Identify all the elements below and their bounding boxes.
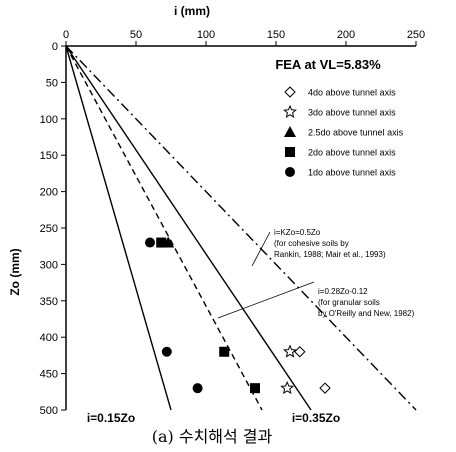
x-tick-label: 50 — [130, 29, 142, 41]
x-tick-label: 0 — [63, 29, 69, 41]
y-tick-label: 0 — [52, 41, 58, 53]
y-tick-label: 100 — [40, 114, 58, 126]
data-point — [161, 346, 172, 357]
data-point — [156, 237, 167, 248]
chart-title: FEA at VL=5.83% — [275, 57, 381, 72]
x-tick-label: 200 — [337, 29, 355, 41]
annotation-text: i=0.28Zo-0.12 — [318, 287, 368, 296]
annotation-text: (for cohesive soils by — [274, 239, 349, 248]
legend-label: 1do above tunnel axis — [308, 168, 396, 178]
data-point — [294, 346, 306, 358]
y-tick-label: 350 — [40, 296, 58, 308]
y-axis-label: Zo (mm) — [8, 248, 22, 295]
axes: 0 50 100 150 200 250 0 50 100 150 200 250 300 350 400 4… — [40, 29, 426, 417]
data-point — [250, 383, 260, 394]
data-point — [145, 237, 155, 248]
data-point — [319, 382, 331, 394]
x-tick-label: 250 — [407, 29, 425, 41]
legend-label: 2.5do above tunnel axis — [308, 128, 404, 138]
y-tick-label: 400 — [40, 332, 58, 344]
y-tick-label: 50 — [46, 77, 58, 89]
y-tick-label: 300 — [40, 259, 58, 271]
y-tick-label: 250 — [40, 223, 58, 235]
annotation-leader-line — [217, 281, 315, 319]
annotation-text: i=KZo=0.5Zo — [274, 228, 321, 237]
legend-marker — [284, 86, 296, 98]
data-point — [192, 383, 203, 394]
reference-line-label: i=0.15Zo — [87, 411, 135, 425]
reference-lines: i=0.15Zo i=0.35Zo — [65, 45, 417, 425]
y-tick-label: 500 — [40, 405, 58, 417]
annotation-text: by O'Reilly and New, 1982) — [318, 309, 415, 318]
reference-line-label: i=0.35Zo — [292, 411, 340, 425]
annotation-leader-line — [251, 231, 271, 267]
y-tick-label: 450 — [40, 369, 58, 381]
data-points — [145, 236, 331, 395]
figure-caption: (a) 수치해석 결과 — [152, 427, 273, 446]
legend-marker — [285, 147, 295, 157]
x-tick-label: 100 — [197, 29, 215, 41]
reference-line — [65, 45, 312, 411]
x-tick-label: 150 — [267, 29, 285, 41]
legend-label: 4do above tunnel axis — [308, 88, 396, 98]
annotations: i=KZo=0.5Zo (for cohesive soils by Rankin,… — [217, 228, 415, 319]
data-point — [219, 346, 230, 357]
legend-label: 2do above tunnel axis — [308, 148, 396, 158]
annotation-text: Rankin, 1988; Mair et al., 1993) — [274, 250, 386, 259]
y-tick-label: 200 — [40, 187, 58, 199]
reference-line — [65, 45, 172, 411]
legend-marker — [283, 104, 297, 118]
data-point — [280, 380, 295, 395]
reference-line — [65, 45, 417, 411]
annotation-text: (for granular soils — [318, 298, 380, 307]
legend-marker — [284, 126, 296, 137]
reference-line — [65, 45, 263, 411]
legend: 4do above tunnel axis 3do above tunnel ax… — [283, 86, 404, 178]
y-tick-label: 150 — [40, 150, 58, 162]
legend-label: 3do above tunnel axis — [308, 108, 396, 118]
data-point — [283, 344, 297, 358]
legend-marker — [285, 167, 295, 177]
x-axis-label: i (mm) — [174, 4, 210, 18]
